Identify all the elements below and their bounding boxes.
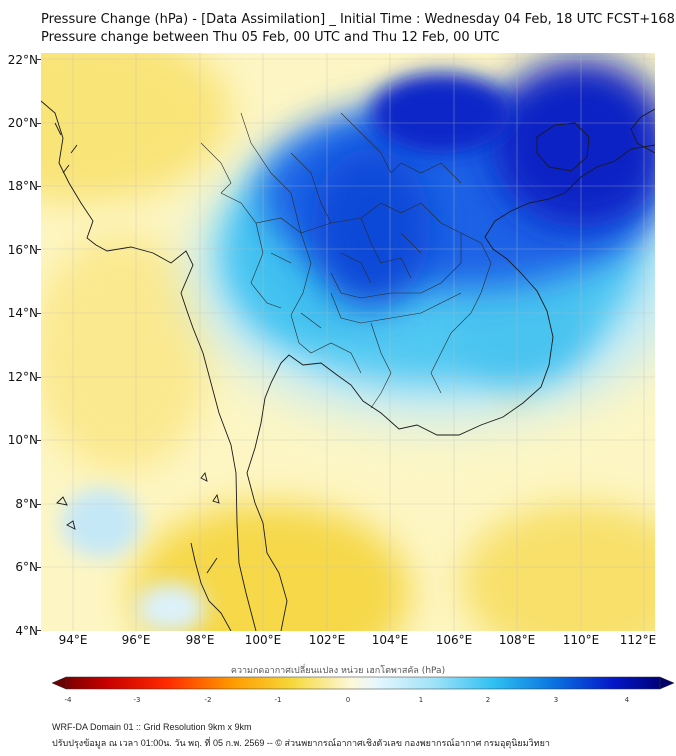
tick-10n — [37, 440, 41, 441]
lat-label-4n: 4°N — [15, 624, 38, 638]
lon-label-108e: 108°E — [498, 633, 536, 647]
tick-8n — [37, 504, 41, 505]
lon-label-104e: 104°E — [371, 633, 409, 647]
lat-label-10n: 10°N — [7, 433, 38, 447]
tick-14n — [37, 313, 41, 314]
colorbar-tick: 0 — [345, 696, 351, 704]
lat-label-20n: 20°N — [7, 116, 38, 130]
tick-20n — [37, 123, 41, 124]
chart-title: Pressure Change (hPa) - [Data Assimilati… — [41, 12, 675, 27]
colorbar-tick: -3 — [133, 696, 141, 704]
lat-label-8n: 8°N — [15, 497, 38, 511]
lat-label-16n: 16°N — [7, 243, 38, 257]
lon-label-102e: 102°E — [308, 633, 346, 647]
lon-label-112e: 112°E — [619, 633, 657, 647]
chart-subtitle: Pressure change between Thu 05 Feb, 00 U… — [41, 30, 500, 45]
tick-22n — [37, 59, 41, 60]
colorbar-tick: 4 — [624, 696, 630, 704]
tick-4n — [37, 630, 41, 631]
lon-label-100e: 100°E — [244, 633, 282, 647]
lon-label-96e: 96°E — [121, 633, 151, 647]
lat-label-6n: 6°N — [15, 560, 38, 574]
colorbar-tick: 1 — [418, 696, 424, 704]
footer-model-info: WRF-DA Domain 01 :: Grid Resolution 9km … — [52, 722, 252, 732]
colorbar-tick: -4 — [64, 696, 72, 704]
lon-label-98e: 98°E — [185, 633, 215, 647]
provincial-borders — [200, 112, 492, 409]
colorbar-tick: -2 — [204, 696, 212, 704]
tick-12n — [37, 377, 41, 378]
colorbar — [51, 676, 675, 698]
tick-18n — [37, 186, 41, 187]
colorbar-max-arrow — [659, 676, 675, 690]
colorbar-gradient — [65, 676, 661, 690]
lat-label-12n: 12°N — [7, 370, 38, 384]
pressure-change-map[interactable] — [41, 53, 655, 631]
coastlines — [41, 100, 655, 631]
footer-credit: ปรับปรุงข้อมูล ณ เวลา 01:00น. วัน พฤ. ที… — [52, 738, 550, 748]
tick-6n — [37, 567, 41, 568]
colorbar-tick: 2 — [485, 696, 491, 704]
lon-label-110e: 110°E — [562, 633, 600, 647]
colorbar-min-arrow — [51, 676, 67, 690]
lon-label-106e: 106°E — [435, 633, 473, 647]
tick-16n — [37, 249, 41, 250]
pressure-field-layers — [41, 53, 655, 631]
lon-label-94e: 94°E — [58, 633, 88, 647]
lat-label-22n: 22°N — [7, 53, 38, 67]
map-canvas — [41, 53, 655, 631]
colorbar-tick: -1 — [274, 696, 282, 704]
grid-lines — [41, 53, 655, 631]
colorbar-tick: 3 — [553, 696, 559, 704]
lat-label-14n: 14°N — [7, 306, 38, 320]
lat-label-18n: 18°N — [7, 179, 38, 193]
colorbar-title: ความกดอากาศเปลี่ยนแปลง หน่วย เฮกโตพาสคัล… — [230, 666, 446, 676]
